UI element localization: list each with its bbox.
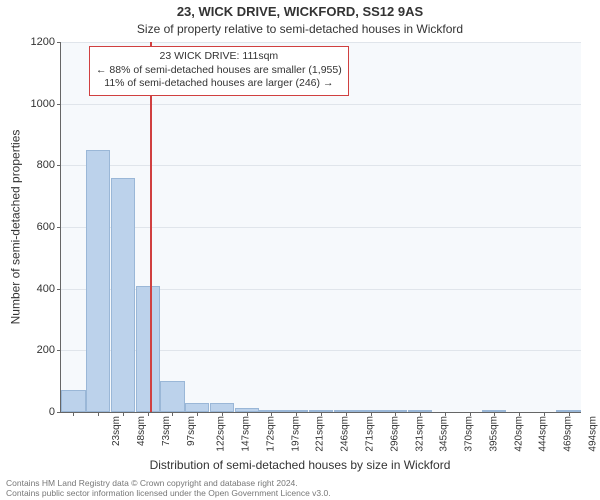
- gridline: [61, 42, 581, 43]
- footer-line-2: Contains public sector information licen…: [6, 488, 331, 498]
- chart-title-sub: Size of property relative to semi-detach…: [0, 22, 600, 36]
- x-tick-label: 172sqm: [266, 412, 277, 452]
- chart-title-main: 23, WICK DRIVE, WICKFORD, SS12 9AS: [0, 4, 600, 19]
- y-tick-label: 200: [37, 344, 61, 356]
- histogram-plot-area: 02004006008001000120023sqm48sqm73sqm97sq…: [60, 42, 581, 413]
- y-tick-label: 800: [37, 159, 61, 171]
- x-tick-label: 122sqm: [216, 412, 227, 452]
- y-tick-label: 400: [37, 283, 61, 295]
- x-tick-mark: [544, 412, 545, 416]
- x-tick-label: 395sqm: [488, 412, 499, 452]
- x-tick-mark: [470, 412, 471, 416]
- x-tick-mark: [395, 412, 396, 416]
- x-tick-label: 296sqm: [389, 412, 400, 452]
- histogram-bar: [160, 381, 184, 412]
- x-tick-mark: [519, 412, 520, 416]
- x-tick-label: 147sqm: [241, 412, 252, 452]
- x-tick-label: 221sqm: [315, 412, 326, 452]
- y-axis-label: Number of semi-detached properties: [8, 42, 22, 412]
- annotation-box: 23 WICK DRIVE: 111sqm← 88% of semi-detac…: [89, 46, 349, 96]
- gridline: [61, 227, 581, 228]
- x-tick-label: 494sqm: [587, 412, 598, 452]
- subject-property-marker: [150, 42, 152, 412]
- histogram-bar: [111, 178, 135, 412]
- x-tick-label: 246sqm: [340, 412, 351, 452]
- x-tick-mark: [98, 412, 99, 416]
- x-tick-mark: [321, 412, 322, 416]
- histogram-bar: [210, 403, 234, 412]
- annotation-line: 11% of semi-detached houses are larger (…: [96, 77, 342, 91]
- histogram-bar: [86, 150, 110, 412]
- x-tick-label: 23sqm: [111, 412, 122, 446]
- y-tick-label: 0: [49, 406, 61, 418]
- x-tick-mark: [197, 412, 198, 416]
- annotation-line: 23 WICK DRIVE: 111sqm: [96, 50, 342, 64]
- x-tick-mark: [445, 412, 446, 416]
- histogram-bar: [61, 390, 85, 412]
- gridline: [61, 165, 581, 166]
- x-tick-label: 197sqm: [290, 412, 301, 452]
- attribution-footer: Contains HM Land Registry data © Crown c…: [6, 478, 331, 498]
- footer-line-1: Contains HM Land Registry data © Crown c…: [6, 478, 331, 488]
- y-tick-label: 1000: [31, 98, 61, 110]
- gridline: [61, 104, 581, 105]
- x-tick-mark: [73, 412, 74, 416]
- histogram-bar: [136, 286, 160, 412]
- x-tick-mark: [222, 412, 223, 416]
- x-axis-label: Distribution of semi-detached houses by …: [0, 458, 600, 472]
- x-tick-label: 73sqm: [161, 412, 172, 446]
- annotation-line: ← 88% of semi-detached houses are smalle…: [96, 64, 342, 78]
- histogram-bar: [185, 403, 209, 412]
- y-tick-label: 600: [37, 221, 61, 233]
- x-tick-mark: [420, 412, 421, 416]
- x-tick-mark: [346, 412, 347, 416]
- x-tick-label: 321sqm: [414, 412, 425, 452]
- x-tick-mark: [371, 412, 372, 416]
- y-tick-label: 1200: [31, 36, 61, 48]
- x-tick-label: 420sqm: [513, 412, 524, 452]
- x-tick-label: 370sqm: [464, 412, 475, 452]
- x-tick-mark: [296, 412, 297, 416]
- x-tick-label: 48sqm: [136, 412, 147, 446]
- x-tick-mark: [569, 412, 570, 416]
- x-tick-mark: [123, 412, 124, 416]
- x-tick-mark: [247, 412, 248, 416]
- x-tick-label: 444sqm: [538, 412, 549, 452]
- x-tick-mark: [148, 412, 149, 416]
- x-tick-mark: [172, 412, 173, 416]
- x-tick-label: 97sqm: [186, 412, 197, 446]
- x-tick-label: 345sqm: [439, 412, 450, 452]
- x-tick-label: 271sqm: [365, 412, 376, 452]
- x-tick-mark: [271, 412, 272, 416]
- y-axis-label-text: Number of semi-detached properties: [8, 130, 22, 325]
- x-tick-mark: [494, 412, 495, 416]
- x-tick-label: 469sqm: [563, 412, 574, 452]
